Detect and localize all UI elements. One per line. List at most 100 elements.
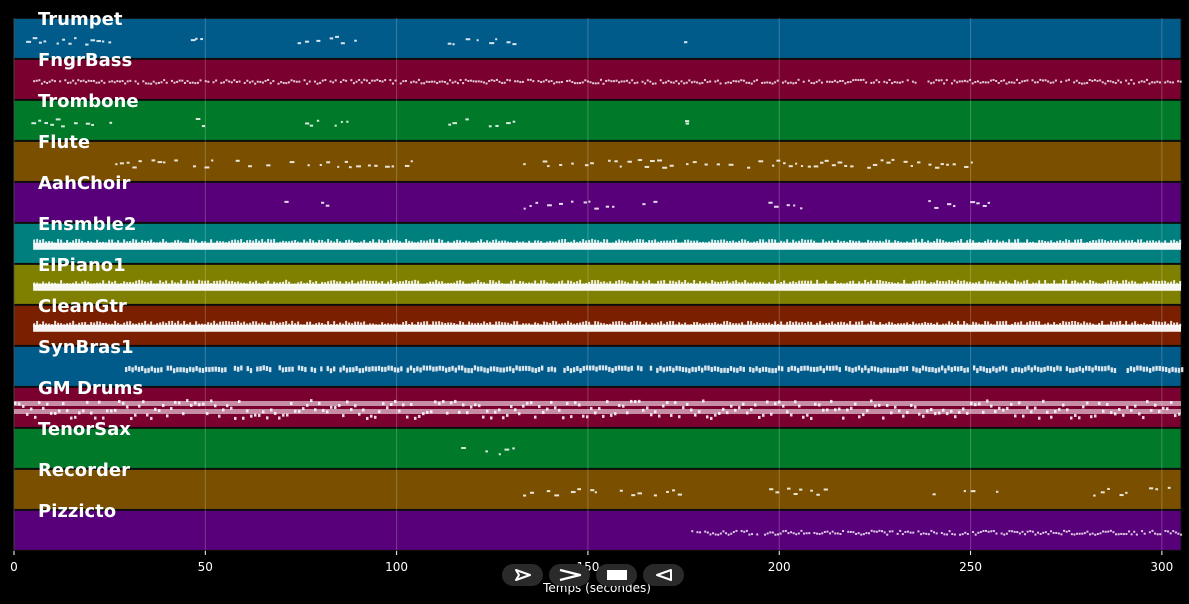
note-mark [912,531,915,534]
note-mark [1155,241,1158,245]
note-mark [684,279,687,286]
note-mark [120,324,123,327]
note-mark [123,281,126,286]
note-mark [66,323,69,327]
next-button[interactable] [549,564,590,586]
stop-button[interactable] [596,564,637,586]
note-mark [45,283,48,286]
note-mark [979,81,982,84]
note-mark [540,81,543,84]
reverse-button[interactable] [643,564,684,586]
note-mark [888,281,891,286]
note-mark [1026,239,1029,245]
drum-hit [418,414,421,418]
note-mark [1038,321,1041,327]
note-mark [132,166,137,169]
note-mark [786,321,789,327]
drum-hit [214,404,217,408]
note-mark [651,283,654,286]
note-mark [996,239,999,245]
note-mark [212,81,215,84]
note-mark [448,123,452,126]
note-mark [298,80,301,83]
note-mark [694,367,697,373]
note-mark [784,529,787,532]
note-mark [844,365,848,371]
note-mark [291,240,294,245]
note-mark [931,367,934,373]
note-mark [813,165,819,168]
note-mark [1135,533,1138,536]
note-mark [124,82,127,85]
note-mark [554,494,560,497]
drum-hit [910,403,913,407]
drum-hit [1094,414,1097,418]
note-mark [555,283,558,286]
note-mark [492,239,495,245]
note-mark [1122,533,1125,536]
note-mark [506,122,511,125]
drum-hit [638,399,641,403]
note-mark [1053,280,1056,286]
note-mark [849,240,852,245]
note-mark [1119,239,1122,245]
drum-hit [86,400,89,404]
drum-hit [374,415,377,419]
note-mark [685,120,690,123]
note-mark [870,529,873,532]
note-mark [998,366,1001,372]
note-mark [366,324,369,327]
note-mark [624,240,627,245]
note-mark [1041,240,1044,245]
note-mark [690,324,693,327]
note-mark [620,80,623,83]
note-mark [779,532,782,535]
note-mark [129,321,132,327]
note-mark [701,81,704,84]
note-mark [631,494,636,497]
note-mark [702,241,705,245]
note-mark [129,241,132,245]
note-mark [833,79,836,82]
note-mark [653,200,658,203]
note-mark [483,282,486,286]
note-mark [450,282,453,286]
note-mark [619,489,623,492]
note-mark [1060,80,1063,83]
note-mark [1011,323,1014,327]
note-mark [744,239,747,245]
drum-hit [542,410,545,414]
note-mark [460,365,464,371]
note-mark [623,80,626,83]
drum-hit [486,409,489,413]
note-mark [368,366,371,372]
note-mark [72,240,75,245]
note-mark [981,283,984,286]
note-mark [363,279,366,286]
note-mark [519,81,522,84]
note-mark [265,366,269,372]
note-mark [662,367,665,373]
drum-hit [554,406,557,410]
note-mark [696,283,699,286]
note-mark [555,81,558,84]
note-mark [135,280,138,286]
drum-hit [46,402,49,406]
drum-hit [778,400,781,404]
note-mark [168,283,171,286]
note-mark [909,324,912,327]
note-mark [735,280,738,286]
note-mark [756,533,759,536]
note-mark [1119,283,1122,286]
drum-hit [586,415,589,419]
note-mark [495,38,498,41]
drum-hit [30,407,33,411]
note-mark [1086,282,1089,286]
note-mark [1023,242,1026,245]
track-band [13,428,1182,469]
drum-hit [1022,414,1025,418]
note-mark [235,159,240,162]
play-button[interactable] [502,564,543,586]
note-mark [736,367,739,373]
note-mark [831,321,834,327]
